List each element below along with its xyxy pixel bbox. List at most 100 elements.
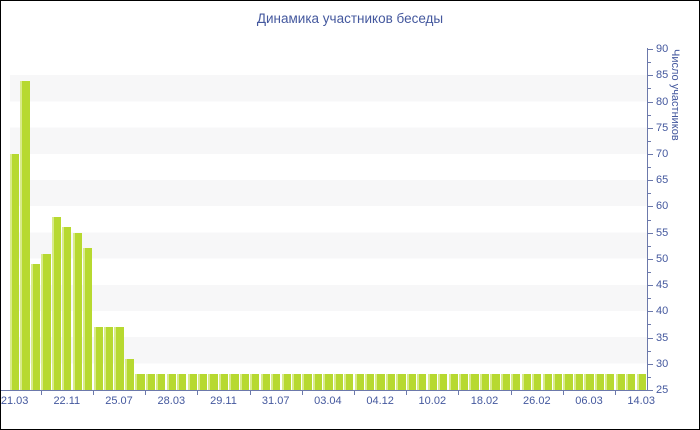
bar: [427, 374, 437, 390]
x-axis-tick: [92, 391, 94, 395]
y-major-tick: [647, 180, 653, 182]
bar: [177, 374, 187, 390]
chart-title: Динамика участников беседы: [256, 11, 444, 26]
y-major-tick: [647, 285, 653, 287]
y-major-tick: [647, 311, 653, 313]
bar: [239, 374, 249, 390]
y-major-tick: [647, 258, 653, 260]
y-minor-tick: [647, 298, 651, 300]
x-axis-tick: [562, 391, 564, 395]
x-tick-label: 04.12: [366, 395, 394, 407]
x-tick-label: 22.11: [53, 395, 81, 407]
bar: [30, 264, 41, 390]
bar: [511, 374, 521, 390]
x-tick-label: 29.11: [210, 395, 237, 407]
bar: [521, 374, 531, 390]
bar: [344, 374, 354, 390]
y-minor-tick: [647, 62, 651, 64]
bar: [197, 374, 208, 390]
bar: [229, 374, 239, 390]
bar: [438, 374, 448, 390]
y-tick-label: 75: [656, 121, 669, 134]
x-axis: [1, 390, 648, 391]
bar: [114, 327, 124, 390]
bar: [626, 374, 636, 390]
bar: [145, 374, 155, 390]
bar: [594, 374, 605, 390]
bar: [396, 374, 406, 390]
y-major-tick: [647, 390, 653, 391]
y-major-tick: [647, 363, 653, 365]
bar: [385, 374, 396, 390]
bar: [354, 374, 364, 390]
y-minor-tick: [647, 88, 651, 90]
y-major-tick: [647, 153, 653, 155]
x-tick-label: 25.07: [105, 395, 133, 407]
y-tick-label: 85: [656, 69, 669, 82]
bar: [500, 374, 511, 390]
y-tick-label: 80: [656, 95, 669, 108]
y-tick-label: 90: [656, 43, 669, 55]
bar: [291, 374, 302, 390]
y-minor-tick: [647, 376, 651, 378]
bar: [103, 327, 114, 390]
bar: [553, 374, 563, 390]
x-axis-tick: [197, 391, 199, 395]
plot-area: [10, 49, 647, 390]
y-minor-tick: [647, 272, 651, 273]
bar: [72, 232, 82, 390]
bar: [250, 374, 260, 390]
y-major-tick: [647, 206, 653, 208]
bar: [406, 374, 417, 390]
y-minor-tick: [647, 350, 651, 352]
y-major-tick: [647, 232, 653, 234]
bar: [83, 248, 93, 390]
bar: [62, 227, 72, 390]
bar: [156, 374, 166, 390]
bar: [10, 153, 20, 390]
y-tick-label: 35: [656, 331, 669, 344]
y-tick-label: 55: [656, 226, 669, 239]
y-tick-label: 25: [656, 384, 669, 396]
bar: [302, 374, 312, 390]
bar: [93, 327, 103, 390]
y-minor-tick: [647, 140, 651, 142]
y-tick-label: 45: [656, 279, 669, 292]
y-minor-tick: [647, 219, 651, 221]
x-axis-tick: [615, 391, 617, 395]
y-minor-tick: [647, 324, 651, 326]
y-major-tick: [647, 75, 653, 77]
bar: [532, 374, 542, 390]
bar: [260, 374, 270, 390]
bar: [469, 374, 479, 390]
bar: [365, 374, 375, 390]
y-minor-tick: [647, 114, 651, 116]
x-axis-tick: [40, 391, 42, 395]
y-major-tick: [647, 101, 653, 103]
y-tick-label: 50: [656, 252, 669, 265]
bar: [20, 80, 30, 390]
x-axis-tick: [249, 391, 251, 395]
bar: [448, 374, 458, 390]
bar: [51, 216, 61, 390]
y-major-tick: [647, 127, 653, 129]
y-tick-label: 70: [656, 147, 669, 160]
bar: [375, 374, 385, 390]
bar: [636, 374, 646, 390]
bar: [563, 374, 573, 390]
x-tick-label: 14.03: [627, 395, 655, 407]
bar: [542, 374, 552, 390]
y-minor-tick: [647, 245, 651, 247]
bars-container: [10, 49, 647, 390]
bar: [135, 374, 145, 390]
x-tick-label: 03.04: [314, 395, 342, 407]
y-major-tick: [647, 337, 653, 339]
x-axis-tick: [354, 391, 355, 395]
x-axis-tick: [145, 391, 147, 395]
y-axis-title: Число участников: [669, 49, 681, 141]
bar: [312, 374, 323, 390]
y-minor-tick: [647, 167, 651, 168]
y-tick-label: 60: [656, 200, 669, 213]
x-axis-tick: [406, 391, 408, 395]
